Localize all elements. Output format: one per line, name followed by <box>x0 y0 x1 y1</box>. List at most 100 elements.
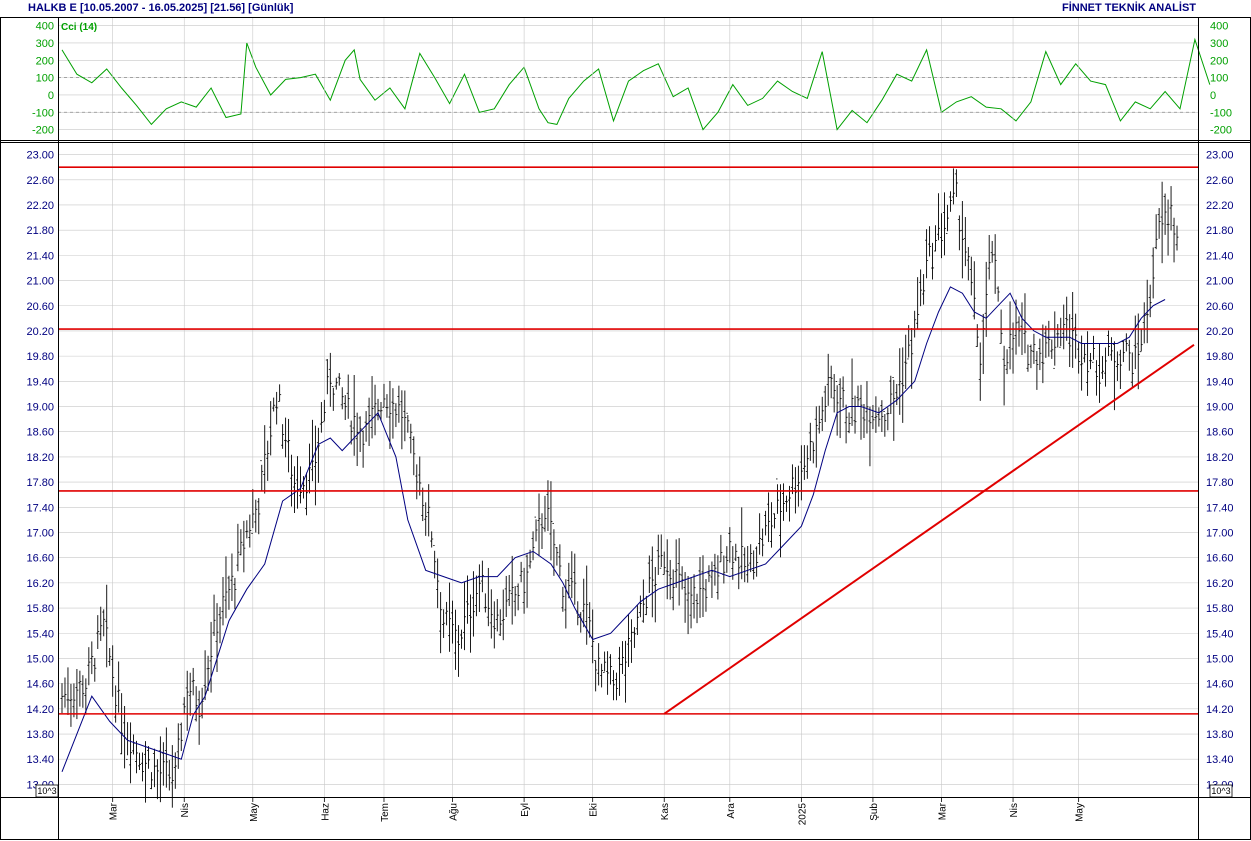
ohlc-bar <box>66 667 70 716</box>
ohlc-bar <box>304 472 308 516</box>
ohlc-bar <box>546 480 550 532</box>
ohlc-bar <box>1059 317 1063 348</box>
ohlc-bar <box>776 478 780 514</box>
ohlc-bar <box>1041 324 1045 384</box>
ohlc-bar <box>838 378 842 439</box>
ohlc-bar <box>588 602 592 638</box>
ohlc-bar <box>683 572 687 623</box>
ohlc-bar <box>913 310 917 338</box>
cci-tick-label-left: -100 <box>32 107 54 119</box>
ohlc-bar <box>138 752 142 771</box>
ohlc-bar <box>146 746 150 769</box>
ohlc-bar <box>278 384 282 402</box>
ohlc-bar <box>787 485 791 522</box>
price-tick-label-right: 19.80 <box>1206 351 1234 363</box>
price-tick-label-left: 20.20 <box>26 326 54 338</box>
cci-tick-label-right: 400 <box>1210 21 1228 33</box>
ohlc-bars <box>60 168 1179 808</box>
ohlc-bar <box>907 325 911 360</box>
date-range-label: [10.05.2007 - 16.05.2025] <box>79 2 208 14</box>
ohlc-bar <box>218 606 222 644</box>
ohlc-bar <box>266 440 270 481</box>
price-tick-label-right: 16.20 <box>1206 578 1234 590</box>
ohlc-bar <box>534 516 538 542</box>
ohlc-bar <box>468 594 472 653</box>
ohlc-bar <box>1115 351 1119 381</box>
x-tick-label: Ağu <box>449 803 460 821</box>
ohlc-bar <box>161 742 165 786</box>
ohlc-bar <box>418 456 422 496</box>
cci-tick-label-left: 400 <box>36 21 54 33</box>
ohlc-bar <box>140 752 144 782</box>
ohlc-bar <box>358 416 362 453</box>
ohlc-bar <box>960 201 964 279</box>
ohlc-bar <box>63 677 67 708</box>
ohlc-bar <box>1089 352 1093 370</box>
cci-tick-label-left: 0 <box>48 90 54 102</box>
ohlc-bar <box>307 443 311 494</box>
ohlc-bar <box>1023 293 1027 354</box>
cci-tick-label-right: 300 <box>1210 38 1228 50</box>
ohlc-bar <box>287 418 291 473</box>
ohlc-bar <box>937 193 941 241</box>
ohlc-bar <box>334 377 338 390</box>
price-tick-label-left: 16.20 <box>26 578 54 590</box>
ohlc-bar <box>925 229 929 279</box>
ohlc-bar <box>606 651 610 695</box>
ohlc-bar <box>1002 345 1006 406</box>
ohlc-bar <box>650 546 654 618</box>
ohlc-bar <box>540 513 544 549</box>
ohlc-bar <box>722 555 726 584</box>
cci-line <box>61 37 1211 131</box>
ohlc-bar <box>316 427 320 483</box>
ohlc-bar <box>60 683 64 714</box>
ohlc-bar <box>773 513 777 529</box>
ohlc-bar <box>984 261 988 337</box>
ohlc-bar <box>573 553 577 605</box>
ohlc-bar <box>96 615 100 649</box>
ohlc-bar <box>1100 355 1104 379</box>
ohlc-bar <box>582 578 586 628</box>
ohlc-bar <box>197 690 201 745</box>
ohlc-bar <box>1151 247 1155 299</box>
ohlc-bar <box>1133 315 1137 370</box>
x-tick-label: Mar <box>937 802 948 820</box>
ohlc-bar <box>820 396 824 432</box>
ohlc-bar <box>1017 316 1021 347</box>
x-tick-label: Haz <box>320 803 331 821</box>
scale-unit-label: 10^3 <box>1211 786 1230 796</box>
ohlc-bar <box>224 556 228 619</box>
ohlc-bar <box>510 555 514 625</box>
ohlc-bar <box>299 466 303 504</box>
x-tick-label: Şub <box>869 803 880 821</box>
ohlc-bar <box>698 557 702 618</box>
ohlc-bar <box>662 551 666 575</box>
ohlc-bar <box>841 376 845 408</box>
cci-tick-label-right: -200 <box>1210 125 1232 137</box>
price-tick-label-right: 18.60 <box>1206 427 1234 439</box>
ohlc-bar <box>370 376 374 439</box>
ohlc-bar <box>227 575 231 610</box>
ohlc-bar <box>805 445 809 479</box>
price-tick-label-left: 17.80 <box>26 477 54 489</box>
price-tick-label-right: 23.00 <box>1206 150 1234 162</box>
ohlc-bar <box>459 629 463 649</box>
ohlc-bar <box>272 397 276 412</box>
ohlc-bar <box>319 402 323 433</box>
ohlc-bar <box>865 381 869 434</box>
ohlc-bar <box>916 277 920 330</box>
ohlc-bar <box>671 569 675 611</box>
ohlc-bar <box>701 555 705 618</box>
ohlc-bar <box>618 646 622 696</box>
ohlc-bar <box>397 385 401 423</box>
price-tick-label-left: 19.40 <box>26 376 54 388</box>
price-tick-label-left: 14.20 <box>26 704 54 716</box>
cci-tick-label-right: 200 <box>1210 55 1228 67</box>
ohlc-bar <box>677 538 681 606</box>
ohlc-bar <box>731 546 735 580</box>
ohlc-bar <box>322 399 326 423</box>
price-tick-label-right: 22.20 <box>1206 200 1234 212</box>
ohlc-bar <box>850 358 854 426</box>
ohlc-bar <box>87 647 91 686</box>
ohlc-bar <box>764 510 768 536</box>
